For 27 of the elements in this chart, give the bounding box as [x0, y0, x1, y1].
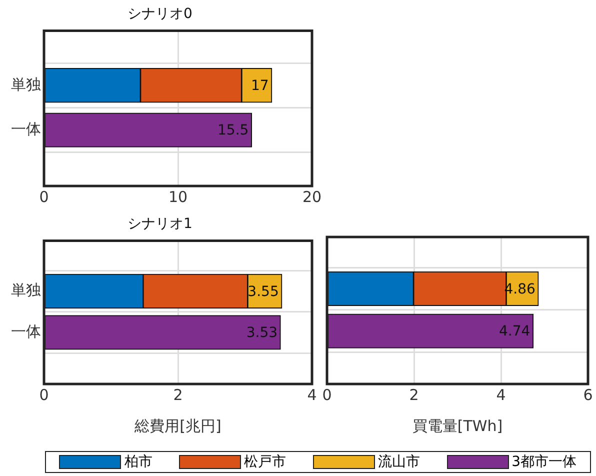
x-tick-label: 20	[302, 188, 322, 206]
total-label: 3.55	[248, 284, 279, 300]
chart-title: シナリオ1	[128, 216, 192, 232]
x-tick-label: 10	[168, 188, 188, 206]
y-tick-label: 単独	[11, 281, 41, 300]
legend-label: 松戸市	[244, 453, 286, 471]
total-label: 15.5	[218, 122, 249, 139]
x-axis-title: 買電量[TWh]	[412, 416, 503, 435]
legend-label: 3都市一体	[512, 453, 577, 471]
x-axis-title: 総費用[兆円]	[134, 416, 222, 435]
x-tick-label: 0	[39, 386, 49, 404]
x-tick-label: 4	[496, 386, 506, 404]
legend-label: 柏市	[124, 453, 152, 471]
x-tick-label: 2	[409, 386, 419, 404]
x-tick-label: 4	[307, 386, 317, 404]
y-tick-label: 単独	[11, 75, 41, 94]
legend-label: 流山市	[378, 453, 420, 471]
x-tick-label: 0	[39, 188, 49, 206]
y-tick-label: 一体	[11, 120, 41, 138]
total-label: 17	[250, 78, 269, 94]
total-label: 4.74	[499, 324, 530, 340]
total-label: 3.53	[246, 325, 278, 342]
y-tick-label: 一体	[11, 322, 41, 340]
x-tick-label: 6	[583, 386, 593, 404]
chart-title: シナリオ0	[128, 6, 192, 22]
x-tick-label: 2	[173, 386, 183, 404]
x-tick-label: 0	[322, 386, 332, 404]
